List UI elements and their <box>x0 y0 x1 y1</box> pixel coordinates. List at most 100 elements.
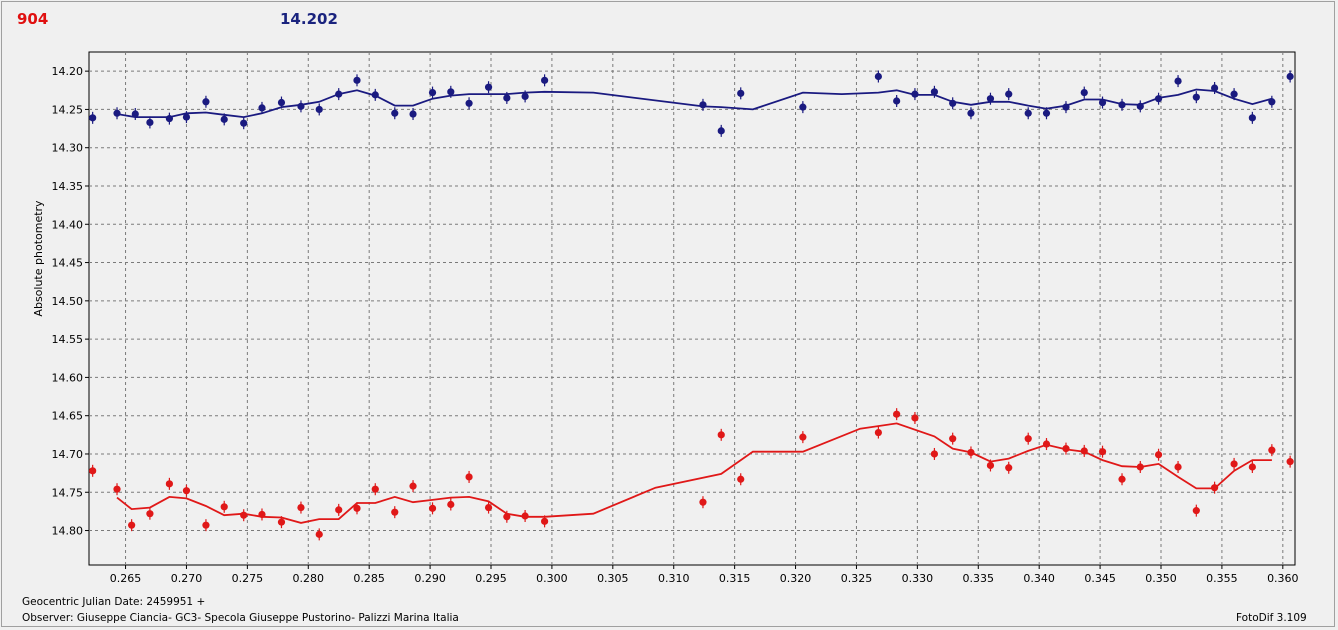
series-1-data-point <box>1098 448 1107 456</box>
series-1-data-point <box>1005 464 1013 472</box>
series-1-data-point <box>911 414 919 422</box>
series-0-data-point <box>874 72 882 81</box>
y-tick-label: 14.40 <box>52 218 84 231</box>
series-0-data-point <box>1062 103 1070 111</box>
x-tick-label: 0.295 <box>475 572 507 585</box>
series-1-data-point <box>113 485 121 493</box>
series-1-data-point <box>521 512 529 520</box>
series-1-data-point <box>1174 463 1182 471</box>
x-tick-label: 0.290 <box>414 572 446 585</box>
series-0-data-point <box>484 83 493 91</box>
x-tick-label: 0.275 <box>232 572 264 585</box>
x-tick-label: 0.310 <box>658 572 690 585</box>
series-0-data-point <box>165 115 173 123</box>
series-0-data-point <box>737 89 745 97</box>
series-1-data-point <box>128 521 136 529</box>
series-1-data-point <box>986 461 995 470</box>
x-tick-label: 0.355 <box>1206 572 1238 585</box>
series-0-data-point <box>315 105 323 114</box>
series-0-data-point <box>521 92 529 101</box>
x-tick-label: 0.305 <box>597 572 629 585</box>
series-0-data-point <box>1248 114 1256 122</box>
x-tick-label: 0.340 <box>1023 572 1055 585</box>
series-1-data-point <box>335 506 343 514</box>
series-1-data-point <box>1230 460 1238 468</box>
series-0-data-point <box>113 109 121 117</box>
series-0-data-point <box>930 88 939 96</box>
series-1-data-point <box>1118 475 1126 483</box>
series-1-data-point <box>182 487 191 495</box>
series-0-trend-line <box>116 88 1273 119</box>
y-tick-label: 14.35 <box>52 180 84 193</box>
series-0-data-point <box>717 127 725 135</box>
series-1-data-point <box>541 517 549 525</box>
series-1-data-point <box>428 504 437 512</box>
series-0-data-point <box>986 95 995 103</box>
series-1-data-point <box>893 410 901 418</box>
software-label: FotoDif 3.109 <box>1236 612 1307 624</box>
series-1-data-point <box>297 503 305 512</box>
y-tick-label: 14.25 <box>52 103 84 116</box>
series-1-data-point <box>1248 463 1256 471</box>
series-0-data-point <box>447 88 455 96</box>
series-0-data-point <box>949 99 957 107</box>
x-tick-label: 0.265 <box>110 572 142 585</box>
y-tick-label: 14.75 <box>52 486 84 499</box>
series-0-data-point <box>541 76 549 84</box>
series-1-data-point <box>371 485 379 493</box>
y-tick-label: 14.55 <box>52 333 84 346</box>
series-1-data-point <box>1154 451 1163 459</box>
y-axis-label: Absolute photometry <box>32 200 45 317</box>
series-1-data-point <box>503 513 511 521</box>
series-1-data-point <box>737 475 745 483</box>
series-0-data-point <box>240 119 248 127</box>
series-1-data-point <box>799 433 807 441</box>
x-tick-label: 0.325 <box>841 572 873 585</box>
series-0-data-point <box>465 99 473 107</box>
series-1-data-point <box>1062 445 1070 453</box>
series-1-data-point <box>717 431 725 439</box>
series-0-data-point <box>1042 109 1051 117</box>
series-1-data-point <box>1286 458 1294 466</box>
x-tick-label: 0.285 <box>353 572 385 585</box>
series-1-data-point <box>409 482 417 490</box>
series-1-data-point <box>930 450 939 458</box>
series-0-data-point <box>353 76 361 84</box>
series-0-data-point <box>335 90 343 98</box>
series-0-data-point <box>1118 101 1126 109</box>
series-0-data-point <box>428 88 437 97</box>
series-0-data-point <box>391 109 399 117</box>
observer-label: Observer: Giuseppe Ciancia- GC3- Specola… <box>22 612 459 624</box>
y-tick-label: 14.65 <box>52 410 84 423</box>
series-1-data-point <box>484 503 493 512</box>
series-0-data-point <box>1136 102 1144 110</box>
series-0-data-point <box>258 104 266 112</box>
series-1-data-point <box>1192 507 1200 515</box>
series-0-data-point <box>699 101 707 109</box>
series-0-data-point <box>1154 95 1163 103</box>
series-0-data-point <box>202 98 210 106</box>
series-1-data-point <box>202 521 210 529</box>
series-0-data-point <box>409 110 417 118</box>
series-1-data-point <box>1136 463 1144 471</box>
series-0-data-point <box>893 97 901 105</box>
x-tick-label: 0.360 <box>1267 572 1299 585</box>
series-0-data-point <box>371 91 379 99</box>
series-0-data-point <box>220 115 228 123</box>
series-1-data-point <box>874 428 882 437</box>
series-1-data-point <box>1080 447 1088 455</box>
plot-area <box>88 51 1296 566</box>
x-tick-label: 0.335 <box>963 572 995 585</box>
series-1-data-point <box>146 510 154 518</box>
series-0-data-point <box>1268 98 1276 106</box>
series-1-data-point <box>1211 484 1219 492</box>
x-tick-label: 0.270 <box>171 572 203 585</box>
series-1-data-point <box>165 480 173 488</box>
y-tick-label: 14.50 <box>52 295 84 308</box>
x-tick-label: 0.315 <box>719 572 751 585</box>
series-1-data-point <box>220 503 228 511</box>
series-0-data-point <box>503 94 511 102</box>
series-0-data-point <box>131 110 139 118</box>
